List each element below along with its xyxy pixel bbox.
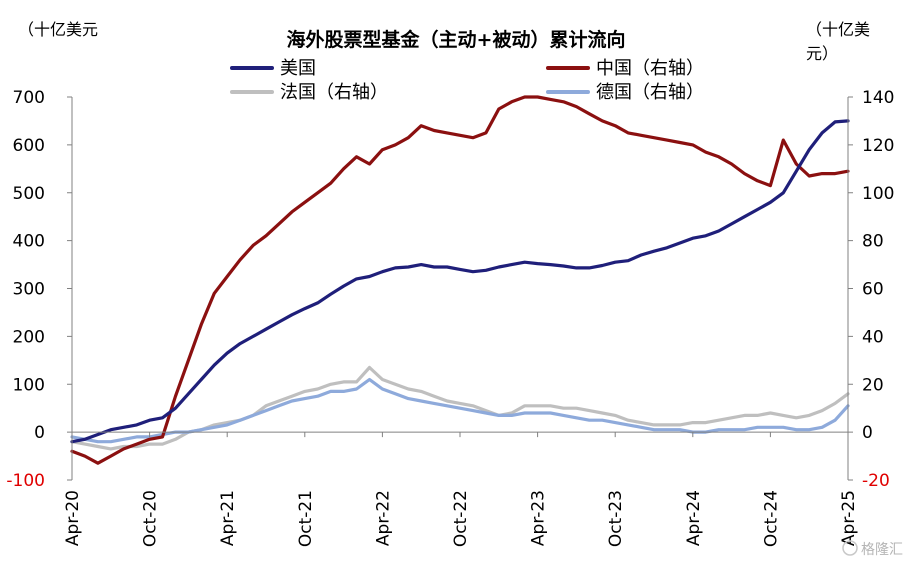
legend-label: 法国（右轴） (280, 82, 388, 103)
legend: 美国 中国（右轴） 法国（右轴） 德国（右轴） (230, 58, 704, 103)
y-left-tick-label: 200 (13, 327, 45, 347)
y-left-tick-label: -100 (6, 471, 45, 491)
y-right-tick-label: 60 (862, 280, 884, 300)
series-line-3 (70, 377, 850, 444)
series-line-0 (70, 119, 850, 444)
y-right-tick-label: 20 (862, 375, 884, 395)
x-tick-label: Apr-20 (63, 490, 83, 546)
x-tick-label: Oct-23 (606, 490, 626, 547)
y-left-tick-label: 400 (13, 232, 45, 252)
watermark-text: 格隆汇 (861, 542, 903, 558)
y-left-tick-label: 600 (13, 136, 45, 156)
y-right-tick-label: 120 (862, 136, 894, 156)
x-tick-label: Oct-20 (141, 490, 161, 547)
right-axis-unit-line1: （十亿美 (806, 20, 870, 39)
watermark: 格隆汇 (842, 540, 903, 558)
series-layer (70, 95, 850, 465)
y-right-tick-label: -20 (862, 471, 890, 491)
y-right-tick-label: 40 (862, 327, 884, 347)
x-tick-label: Apr-22 (373, 490, 393, 546)
axes-layer: 7006005004003002001000-10014012010080604… (6, 88, 894, 547)
x-tick-label: Oct-24 (761, 490, 781, 547)
series-line-1 (70, 95, 850, 465)
watermark-logo-icon (842, 540, 858, 556)
x-tick-label: Oct-22 (451, 490, 471, 547)
legend-label: 美国 (280, 58, 316, 79)
chart-title: 海外股票型基金（主动+被动）累计流向 (287, 28, 626, 51)
x-tick-label: Apr-24 (684, 490, 704, 546)
y-left-tick-label: 700 (13, 88, 45, 108)
y-left-tick-label: 100 (13, 375, 45, 395)
y-left-tick-label: 300 (13, 280, 45, 300)
x-tick-label: Apr-25 (839, 490, 859, 546)
y-right-tick-label: 100 (862, 184, 894, 204)
right-axis-unit-line2: 元） (806, 44, 838, 63)
x-tick-label: Apr-23 (529, 490, 549, 546)
y-right-tick-label: 80 (862, 232, 884, 252)
legend-label: 德国（右轴） (596, 82, 704, 103)
left-axis-unit: （十亿美元 (18, 20, 98, 39)
legend-label: 中国（右轴） (596, 58, 704, 79)
y-left-tick-label: 500 (13, 184, 45, 204)
x-tick-label: Apr-21 (218, 490, 238, 546)
y-left-tick-label: 0 (34, 423, 45, 443)
x-tick-label: Oct-21 (296, 490, 316, 547)
y-right-tick-label: 140 (862, 88, 894, 108)
y-right-tick-label: 0 (862, 423, 873, 443)
